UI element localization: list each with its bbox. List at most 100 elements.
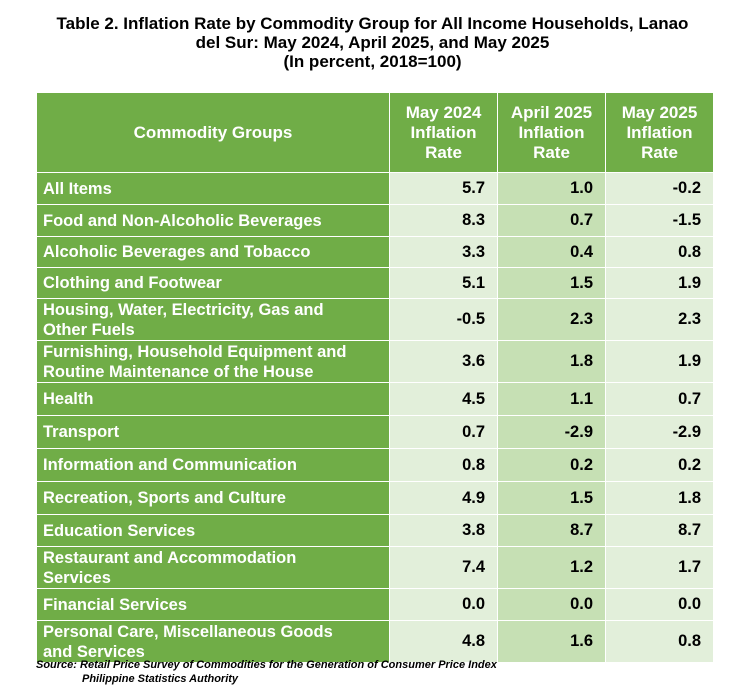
april-2025-rate-cell: 0.4 xyxy=(497,236,606,268)
may-2025-rate-cell: 0.8 xyxy=(605,236,714,268)
commodity-group-cell: Financial Services xyxy=(36,588,390,621)
april-2025-rate-cell: -2.9 xyxy=(497,415,606,449)
header-may-2024-line-3: Rate xyxy=(425,142,462,162)
commodity-group-label: Personal Care, Miscellaneous Goods xyxy=(43,622,333,641)
commodity-group-cell: Education Services xyxy=(36,514,390,547)
header-april-2025-line-1: April 2025 xyxy=(510,102,593,122)
header-may-2025-line-3: Rate xyxy=(641,142,678,162)
commodity-group-cell: Clothing and Footwear xyxy=(36,267,390,299)
header-april-2025: April 2025 Inflation Rate xyxy=(497,92,606,173)
commodity-group-cell: Furnishing, Household Equipment and Routi… xyxy=(36,340,390,383)
commodity-group-label: Housing, Water, Electricity, Gas and xyxy=(43,300,324,319)
commodity-group-cell: Information and Communication xyxy=(36,448,390,482)
header-may-2025: May 2025 Inflation Rate xyxy=(605,92,714,173)
commodity-group-label: Other Fuels xyxy=(43,320,135,339)
commodity-group-cell: Personal Care, Miscellaneous Goods and Se… xyxy=(36,620,390,663)
may-2025-rate-cell: 1.7 xyxy=(605,546,714,589)
may-2024-rate-cell: 4.8 xyxy=(389,620,498,663)
commodity-group-label: Furnishing, Household Equipment and xyxy=(43,342,347,361)
title-line-1: Table 2. Inflation Rate by Commodity Gro… xyxy=(56,14,689,33)
commodity-group-label: Education Services xyxy=(43,521,196,540)
commodity-group-label: Health xyxy=(43,390,94,408)
header-may-2024: May 2024 Inflation Rate xyxy=(389,92,498,173)
april-2025-rate-cell: 1.5 xyxy=(497,481,606,515)
commodity-group-label: Food and Non-Alcoholic Beverages xyxy=(43,211,322,230)
commodity-group-label: Restaurant and Accommodation xyxy=(43,548,297,567)
may-2024-rate-cell: 5.7 xyxy=(389,172,498,205)
table-row: Financial Services 0.0 0.0 0.0 xyxy=(36,588,714,621)
commodity-group-label: Clothing and Footwear xyxy=(43,274,222,292)
commodity-group-label: and Services xyxy=(43,642,145,661)
april-2025-rate-cell: 1.5 xyxy=(497,267,606,299)
may-2025-rate-cell: -0.2 xyxy=(605,172,714,205)
header-may-2025-line-1: May 2025 xyxy=(621,102,698,122)
may-2024-rate-cell: 3.6 xyxy=(389,340,498,383)
commodity-group-cell: All Items xyxy=(36,172,390,205)
source-note: Source: Retail Price Survey of Commoditi… xyxy=(36,658,497,686)
may-2024-rate-cell: -0.5 xyxy=(389,298,498,341)
table-row: Transport 0.7 -2.9 -2.9 xyxy=(36,415,714,449)
may-2024-rate-cell: 7.4 xyxy=(389,546,498,589)
april-2025-rate-cell: 1.2 xyxy=(497,546,606,589)
may-2025-rate-cell: 1.8 xyxy=(605,481,714,515)
may-2024-rate-cell: 4.5 xyxy=(389,382,498,416)
commodity-group-cell: Alcoholic Beverages and Tobacco xyxy=(36,236,390,268)
april-2025-rate-cell: 1.1 xyxy=(497,382,606,416)
table-row: Food and Non-Alcoholic Beverages 8.3 0.7 -1… xyxy=(36,204,714,237)
may-2025-rate-cell: 1.9 xyxy=(605,267,714,299)
commodity-group-cell: Health xyxy=(36,382,390,416)
may-2024-rate-cell: 0.8 xyxy=(389,448,498,482)
table-row: Housing, Water, Electricity, Gas and Othe… xyxy=(36,298,714,341)
header-may-2024-line-1: May 2024 xyxy=(405,102,482,122)
commodity-group-label: Information and Communication xyxy=(43,456,297,474)
table-row: Furnishing, Household Equipment and Routi… xyxy=(36,340,714,383)
may-2025-rate-cell: -2.9 xyxy=(605,415,714,449)
april-2025-rate-cell: 1.0 xyxy=(497,172,606,205)
may-2025-rate-cell: 0.8 xyxy=(605,620,714,663)
april-2025-rate-cell: 1.8 xyxy=(497,340,606,383)
commodity-group-label: All Items xyxy=(43,179,112,198)
header-april-2025-line-3: Rate xyxy=(533,142,570,162)
table-body: All Items 5.7 1.0 -0.2 Food and Non-Alcoholi… xyxy=(36,172,714,663)
commodity-group-cell: Transport xyxy=(36,415,390,449)
header-row: Commodity Groups May 2024 Inflation Rate… xyxy=(36,92,714,173)
header-april-2025-line-2: Inflation xyxy=(518,122,585,142)
table-row: Recreation, Sports and Culture 4.9 1.5 1.8 xyxy=(36,481,714,515)
commodity-group-label: Financial Services xyxy=(43,595,187,614)
may-2025-rate-cell: 1.9 xyxy=(605,340,714,383)
header-may-2024-line-2: Inflation xyxy=(410,122,477,142)
title-line-2: del Sur: May 2024, April 2025, and May 2… xyxy=(195,33,550,52)
commodity-group-label: Routine Maintenance of the House xyxy=(43,362,314,381)
table-row: Personal Care, Miscellaneous Goods and Se… xyxy=(36,620,714,663)
commodity-group-cell: Restaurant and Accommodation Services xyxy=(36,546,390,589)
header-commodity-groups: Commodity Groups xyxy=(36,92,390,173)
table-row: Information and Communication 0.8 0.2 0.2 xyxy=(36,448,714,482)
april-2025-rate-cell: 0.0 xyxy=(497,588,606,621)
april-2025-rate-cell: 0.7 xyxy=(497,204,606,237)
commodity-group-cell: Recreation, Sports and Culture xyxy=(36,481,390,515)
may-2025-rate-cell: 0.2 xyxy=(605,448,714,482)
may-2025-rate-cell: 8.7 xyxy=(605,514,714,547)
april-2025-rate-cell: 0.2 xyxy=(497,448,606,482)
table-row: All Items 5.7 1.0 -0.2 xyxy=(36,172,714,205)
may-2024-rate-cell: 3.3 xyxy=(389,236,498,268)
inflation-table: Commodity Groups May 2024 Inflation Rate… xyxy=(36,92,714,663)
may-2024-rate-cell: 3.8 xyxy=(389,514,498,547)
may-2024-rate-cell: 0.7 xyxy=(389,415,498,449)
commodity-group-cell: Food and Non-Alcoholic Beverages xyxy=(36,204,390,237)
source-line-1: Source: Retail Price Survey of Commoditi… xyxy=(36,659,497,671)
commodity-group-label: Recreation, Sports and Culture xyxy=(43,489,286,507)
table-row: Clothing and Footwear 5.1 1.5 1.9 xyxy=(36,267,714,299)
may-2025-rate-cell: 0.0 xyxy=(605,588,714,621)
table-row: Health 4.5 1.1 0.7 xyxy=(36,382,714,416)
may-2024-rate-cell: 8.3 xyxy=(389,204,498,237)
april-2025-rate-cell: 2.3 xyxy=(497,298,606,341)
commodity-group-label: Alcoholic Beverages and Tobacco xyxy=(43,243,311,261)
title-line-3: (In percent, 2018=100) xyxy=(283,52,462,71)
april-2025-rate-cell: 1.6 xyxy=(497,620,606,663)
table-row: Education Services 3.8 8.7 8.7 xyxy=(36,514,714,547)
header-may-2025-line-2: Inflation xyxy=(626,122,693,142)
may-2025-rate-cell: 2.3 xyxy=(605,298,714,341)
commodity-group-label: Services xyxy=(43,568,111,587)
april-2025-rate-cell: 8.7 xyxy=(497,514,606,547)
